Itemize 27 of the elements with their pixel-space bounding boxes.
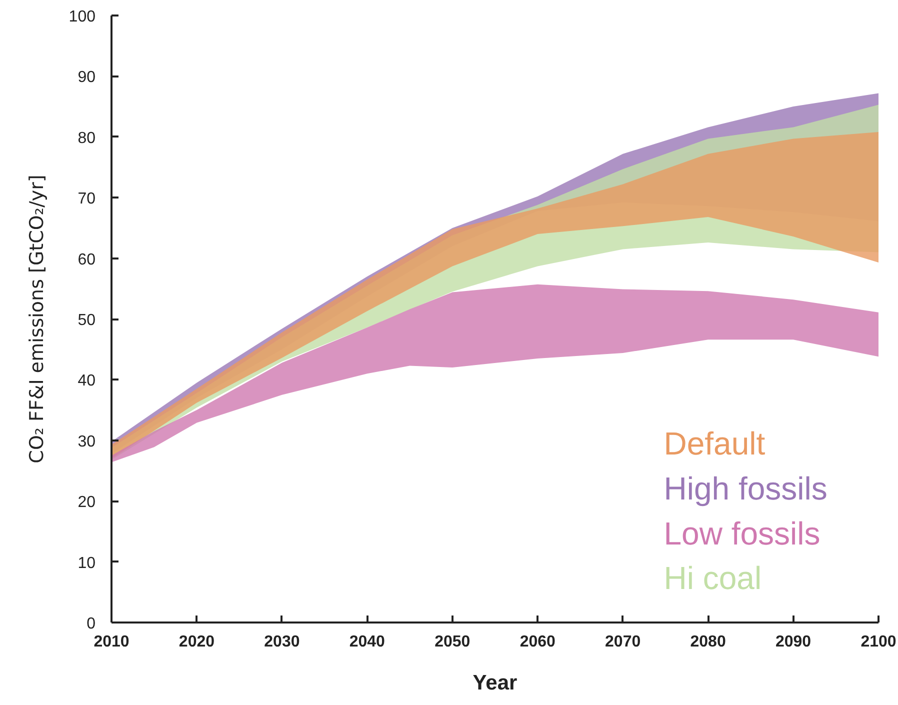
x-tick-label: 2080 [690,634,726,650]
y-tick-label: 90 [78,69,96,86]
legend-label: Default [664,425,766,462]
y-tick-label: 20 [78,494,96,512]
x-tick-label: 2090 [775,634,812,650]
legend-label: Hi coal [664,560,762,596]
y-tick-label: 10 [78,554,96,572]
x-tick-label: 2020 [178,634,215,650]
y-axis-title: CO₂ FF&I emissions [GtCO₂/yr] [26,174,48,464]
x-tick-label: 2030 [264,634,300,650]
x-axis-title: Year [472,672,518,694]
x-tick-label: 2050 [434,634,470,650]
legend-label: High fossils [664,470,828,506]
y-tick-label: 40 [78,372,96,390]
y-tick-label: 60 [78,251,96,268]
x-tick-label: 2010 [94,634,130,650]
y-tick-label: 50 [78,312,96,329]
legend-label: Low fossils [664,515,820,552]
x-tick-label: 2070 [605,634,641,650]
y-tick-label: 30 [78,433,96,450]
x-tick-label: 2100 [860,634,896,650]
y-tick-label: 0 [86,616,96,632]
y-tick-label: 80 [78,130,96,147]
x-tick-label: 2040 [349,634,386,650]
x-tick-label: 2060 [520,634,556,650]
y-tick-label: 70 [78,190,96,208]
y-tick-label: 100 [68,8,96,26]
